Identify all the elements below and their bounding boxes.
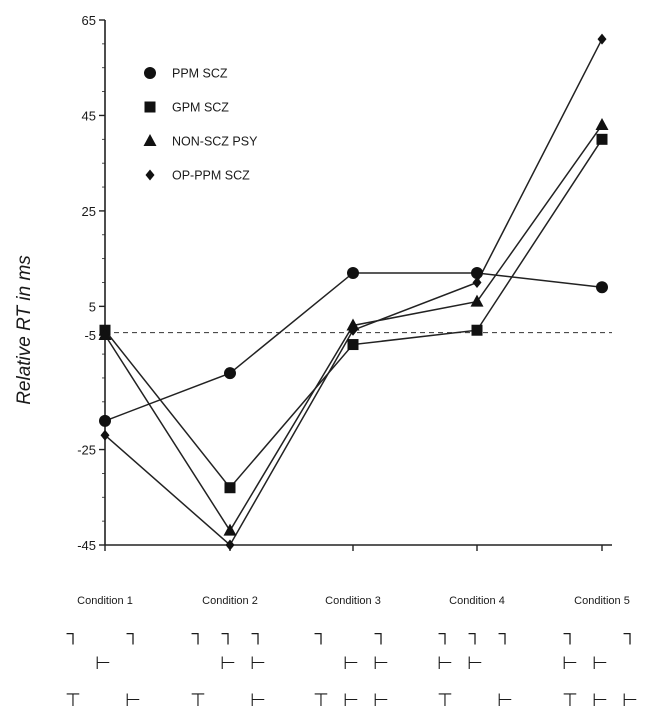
data-point-series-1 (224, 367, 236, 380)
data-point-series-4 (100, 429, 110, 441)
stimulus-glyph: ┐ (374, 623, 388, 645)
stimulus-glyph: ⊤ (313, 690, 329, 710)
stimulus-glyph: ⊢ (373, 690, 389, 710)
stimulus-glyph: ⊢ (220, 653, 236, 673)
y-tick-label: 5 (89, 299, 96, 314)
stimulus-glyph: ⊢ (343, 653, 359, 673)
y-axis-label: Relative RT in ms (14, 255, 35, 405)
y-tick-label: -5 (84, 328, 96, 343)
y-tick-label: -45 (77, 538, 96, 553)
condition-label: Condition 2 (202, 595, 258, 607)
legend-marker-1 (144, 67, 156, 79)
legend-label-1: PPM SCZ (172, 67, 228, 81)
stimulus-glyph: ┐ (314, 623, 328, 645)
data-point-series-4 (597, 33, 607, 45)
stimulus-glyph: ┐ (221, 623, 235, 645)
stimulus-examples: ┐ ┐ ┐ ┐ ┐ ┐ ┐ ┐ ┐ ┐ ┐ ┐ ⊢ ⊢ ⊢ ⊢ ⊢ ⊢ ⊢ ⊢ ⊢ ⊤ ⊢ ⊤ ⊢ ⊤ ⊢ ⊢ ⊤ ⊢ ⊤ ⊢ ⊢ (65, 623, 638, 710)
stimulus-glyph: ┐ (191, 623, 205, 645)
condition-label: Condition 5 (574, 595, 630, 607)
stimulus-glyph: ⊤ (65, 690, 81, 710)
stimulus-glyph: ⊤ (437, 690, 453, 710)
stimulus-glyph: ⊢ (343, 690, 359, 710)
stimulus-glyph: ⊢ (250, 653, 266, 673)
legend-marker-2 (144, 101, 156, 113)
stimulus-glyph: ┐ (498, 623, 512, 645)
data-point-series-2 (347, 339, 359, 351)
stimulus-glyph: ⊢ (622, 690, 638, 710)
stimulus-glyph: ┐ (126, 623, 140, 645)
stimulus-glyph: ┐ (438, 623, 452, 645)
legend-marker-4 (145, 169, 155, 181)
data-point-series-4 (225, 539, 235, 551)
series-line-2 (104, 138, 603, 489)
stimulus-glyph: ┐ (66, 623, 80, 645)
y-tick-label: 25 (82, 204, 96, 219)
data-point-series-2 (596, 133, 608, 145)
data-point-series-1 (347, 266, 359, 279)
stimulus-glyph: ┐ (623, 623, 637, 645)
y-tick-label: 45 (82, 108, 96, 123)
stimulus-glyph: ⊤ (190, 690, 206, 710)
stimulus-glyph: ⊤ (562, 690, 578, 710)
data-point-series-1 (99, 414, 111, 427)
data-point-series-3 (346, 318, 360, 331)
series-markers (98, 33, 609, 551)
data-point-series-3 (98, 328, 112, 340)
y-tick-label: -25 (77, 443, 96, 458)
stimulus-glyph: ┐ (563, 623, 577, 645)
data-point-series-3 (223, 523, 237, 536)
stimulus-glyph: ┐ (251, 623, 265, 645)
stimulus-glyph: ┐ (468, 623, 482, 645)
data-point-series-2 (471, 324, 483, 336)
stimulus-glyph: ⊢ (497, 690, 513, 710)
stimulus-glyph: ⊢ (592, 690, 608, 710)
legend-label-2: GPM SCZ (172, 101, 229, 115)
data-point-series-2 (224, 482, 236, 494)
stimulus-glyph: ⊢ (467, 653, 483, 673)
legend-marker-3 (143, 134, 157, 146)
data-point-series-3 (595, 118, 609, 130)
data-point-series-3 (470, 294, 484, 307)
legend-label-4: OP-PPM SCZ (172, 169, 250, 183)
stimulus-glyph: ⊢ (125, 690, 141, 710)
data-point-series-4 (472, 277, 482, 288)
y-tick-label: 65 (82, 13, 96, 28)
data-point-series-1 (471, 266, 483, 279)
condition-label: Condition 3 (325, 595, 381, 607)
stimulus-glyph: ⊢ (562, 653, 578, 673)
condition-label: Condition 4 (449, 595, 505, 607)
stimulus-glyph: ⊢ (95, 653, 111, 673)
stimulus-glyph: ⊢ (373, 653, 389, 673)
axes: 65 45 25 5 -5 -25 -45 (77, 13, 612, 553)
stimulus-glyph: ⊢ (592, 653, 608, 673)
series-lines (104, 38, 603, 547)
legend: PPM SCZ GPM SCZ NON-SCZ PSY OP-PPM SCZ (143, 67, 258, 183)
stimulus-glyph: ⊢ (437, 653, 453, 673)
condition-labels: Condition 1 Condition 2 Condition 3 Conditi… (77, 595, 630, 607)
stimulus-glyph: ⊢ (250, 690, 266, 710)
legend-label-3: NON-SCZ PSY (172, 135, 258, 149)
condition-label: Condition 1 (77, 595, 133, 607)
series-line-4 (104, 38, 603, 547)
data-point-series-1 (596, 281, 608, 294)
data-point-series-4 (348, 324, 358, 336)
